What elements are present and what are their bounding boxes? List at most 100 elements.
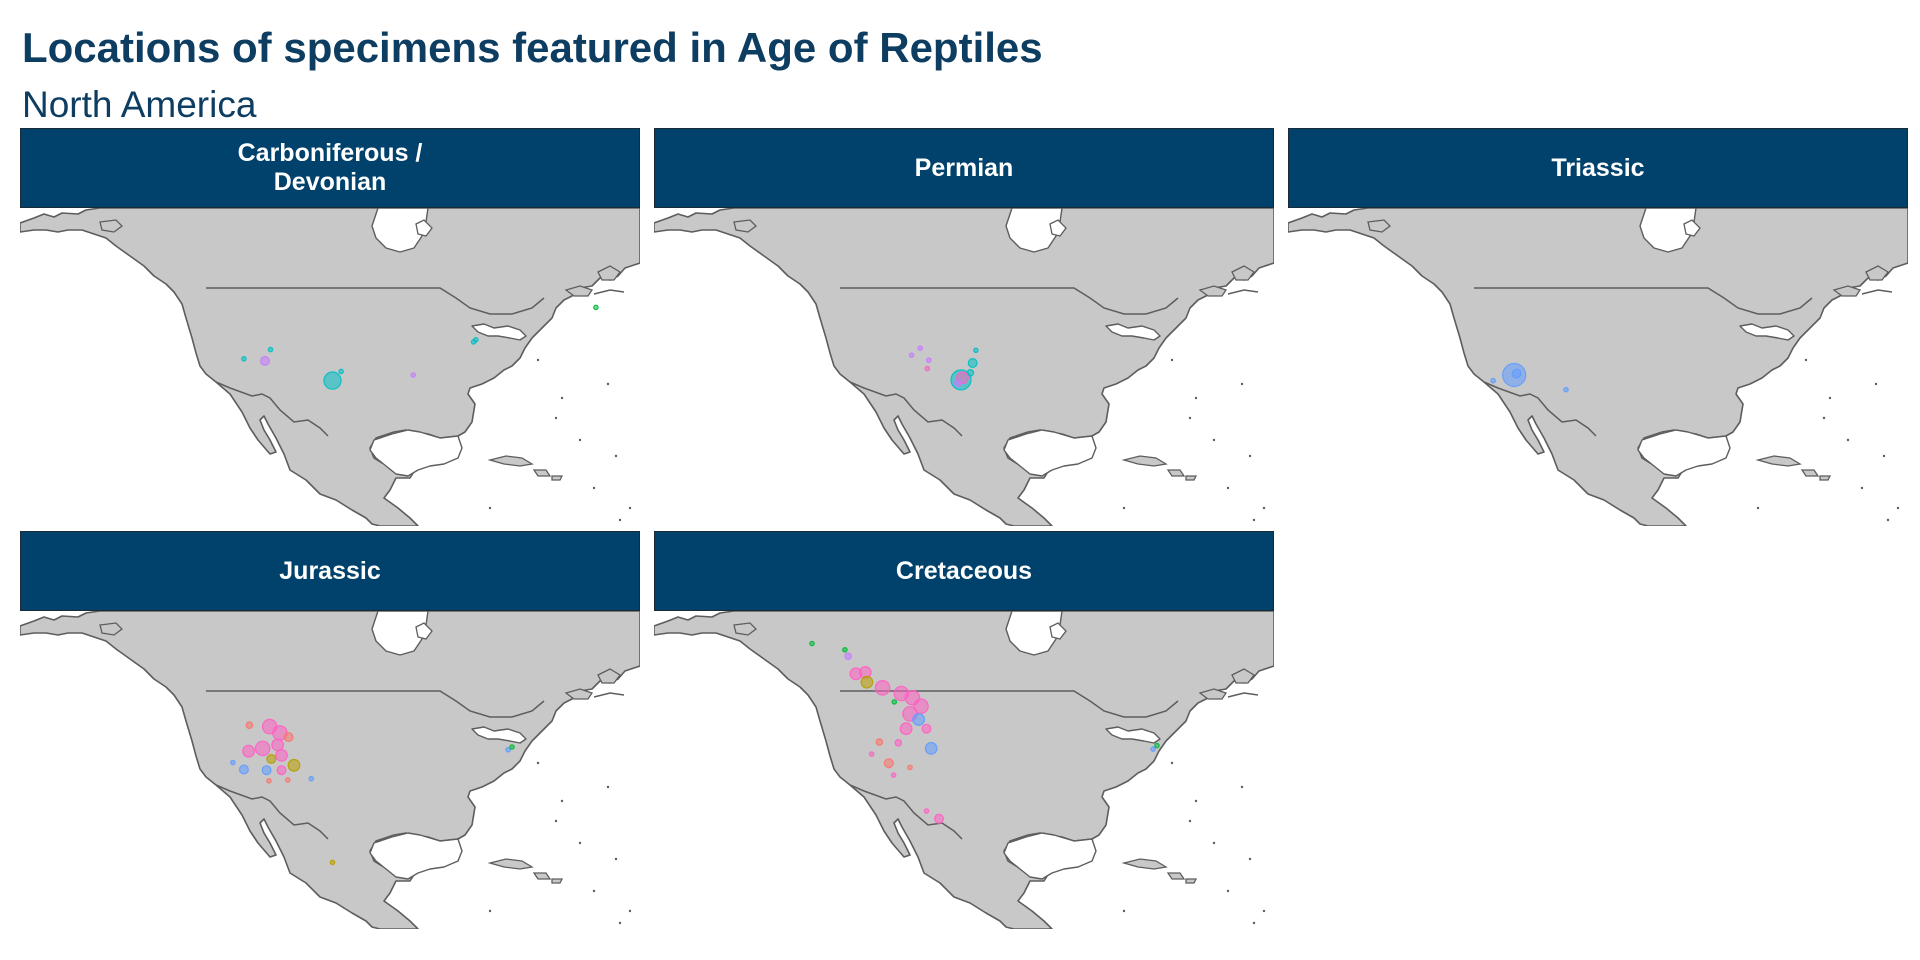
country-border <box>849 381 963 437</box>
specimen-point <box>842 646 848 653</box>
continent-landmass <box>20 611 640 929</box>
country-border <box>1227 692 1259 698</box>
specimen-point <box>410 372 417 378</box>
specimen-point <box>973 347 979 354</box>
specimen-point <box>593 304 599 311</box>
specimen-point <box>883 758 894 769</box>
facet-header: Cretaceous <box>654 531 1274 611</box>
islet <box>1194 396 1198 400</box>
island <box>564 285 594 297</box>
specimen-point <box>267 346 274 353</box>
island <box>1800 469 1820 477</box>
specimen-point <box>908 352 915 359</box>
great-lakes <box>1105 726 1161 744</box>
islet <box>554 819 558 823</box>
specimen-layer <box>809 640 1160 824</box>
specimen-point <box>245 721 254 730</box>
country-border <box>215 784 329 840</box>
islet <box>1262 909 1266 913</box>
country-border <box>215 381 329 437</box>
country-border <box>206 287 545 315</box>
island <box>551 475 564 481</box>
specimen-point <box>1490 377 1496 384</box>
island <box>1832 285 1862 297</box>
specimen-point <box>917 345 924 352</box>
islet <box>614 454 618 458</box>
islet <box>1226 889 1230 893</box>
islet <box>1886 518 1890 522</box>
page-title: Locations of specimens featured in Age o… <box>22 24 1043 71</box>
island <box>1755 455 1802 467</box>
north-america-map <box>20 208 640 526</box>
basemap <box>654 611 1274 929</box>
island <box>415 219 433 237</box>
gulf-of-mexico <box>1003 832 1097 880</box>
specimen-point <box>913 698 929 714</box>
islet <box>1212 438 1216 442</box>
island <box>564 688 594 700</box>
island <box>487 858 534 870</box>
island <box>597 265 621 281</box>
islet <box>1804 358 1808 362</box>
island <box>1198 285 1228 297</box>
country-border <box>593 692 625 698</box>
specimen-point <box>254 740 271 757</box>
islet <box>1860 486 1864 490</box>
country-border <box>840 287 1179 315</box>
island <box>1166 469 1186 477</box>
specimen-point <box>923 808 930 814</box>
gulf-of-mexico <box>369 429 463 477</box>
specimen-point <box>907 764 913 771</box>
facet-header: Carboniferous / Devonian <box>20 128 640 208</box>
islet <box>1226 486 1230 490</box>
island <box>99 622 123 636</box>
island <box>551 878 564 884</box>
specimen-point <box>276 765 287 776</box>
islet <box>1240 785 1244 789</box>
islet <box>1828 396 1832 400</box>
specimen-point <box>283 732 294 743</box>
islet <box>618 518 622 522</box>
specimen-point <box>894 739 903 747</box>
country-border <box>1227 289 1259 295</box>
islet <box>560 799 564 803</box>
islet <box>628 506 632 510</box>
islet <box>592 486 596 490</box>
specimen-point <box>844 652 852 661</box>
specimen-point <box>329 859 336 866</box>
specimen-layer <box>241 304 599 390</box>
facet-title: Cretaceous <box>895 556 1033 585</box>
facet-title: Permian <box>914 153 1014 182</box>
islet <box>1248 454 1252 458</box>
north-america-map <box>654 611 1274 929</box>
islet <box>1846 438 1850 442</box>
specimen-point <box>924 365 931 372</box>
island <box>1683 219 1701 237</box>
country-border <box>849 784 963 840</box>
specimen-point <box>912 713 926 726</box>
island <box>1367 219 1391 233</box>
islet <box>1122 506 1126 510</box>
island <box>532 469 552 477</box>
specimen-point <box>809 640 815 647</box>
north-america-map <box>1288 208 1908 526</box>
continent-landmass <box>1288 208 1908 526</box>
islet <box>606 785 610 789</box>
island <box>1231 265 1255 281</box>
specimen-point <box>1154 742 1160 749</box>
hudson-bay <box>371 611 429 656</box>
hudson-bay <box>1005 611 1063 656</box>
island <box>415 622 433 640</box>
specimen-point <box>266 778 272 784</box>
facet-title: Jurassic <box>279 556 381 585</box>
island <box>733 219 757 233</box>
specimen-point <box>967 358 978 369</box>
islet <box>592 889 596 893</box>
specimen-point <box>261 765 272 776</box>
islet <box>618 921 622 925</box>
country-border <box>1474 287 1813 315</box>
islet <box>560 396 564 400</box>
country-border <box>1861 289 1893 295</box>
specimen-point <box>338 368 344 375</box>
islet <box>606 382 610 386</box>
